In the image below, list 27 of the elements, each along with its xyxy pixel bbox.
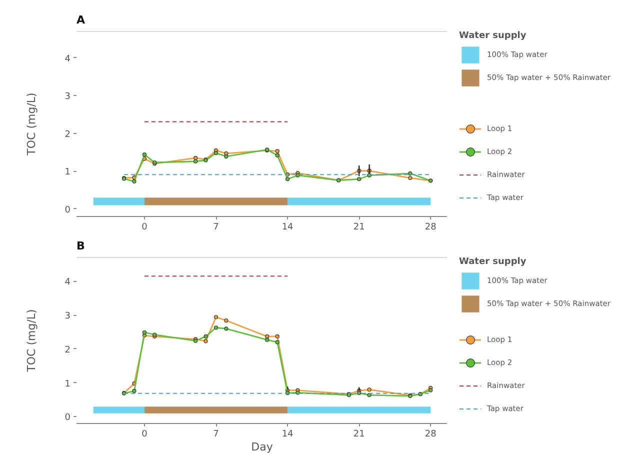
x-tick-label: 28	[424, 222, 437, 232]
legend-title: Water supply	[459, 257, 528, 267]
x-tick-label: 21	[353, 430, 365, 440]
chart-title: B	[76, 240, 85, 252]
y-tick-label: 3	[64, 312, 71, 322]
x-tick-label: 7	[213, 430, 219, 440]
x-tick-label: 0	[142, 430, 148, 440]
y-tick-label: 0	[64, 413, 71, 424]
x-tick-label: 28	[424, 430, 437, 440]
x-tick-label: 7	[213, 222, 219, 232]
x-tick-label: 21	[353, 222, 365, 232]
y-tick-label: 1	[64, 168, 71, 178]
x-tick-label: 14	[282, 222, 294, 232]
y-tick-label: 2	[64, 130, 71, 140]
y-tick-label: 3	[64, 92, 71, 102]
x-tick-label: 14	[282, 430, 294, 440]
y-tick-label: 0	[64, 205, 71, 216]
y-tick-label: 4	[64, 278, 71, 288]
y-tick-label: 2	[64, 345, 71, 356]
y-tick-label: 1	[64, 379, 71, 390]
y-axis-title: TOC (mg/L)	[24, 92, 38, 156]
y-axis-title: TOC (mg/L)	[24, 309, 38, 373]
y-tick-label: 4	[64, 54, 71, 64]
legend-title: Water supply	[459, 31, 528, 41]
x-axis-title: Day	[251, 440, 274, 454]
chart-title: A	[76, 14, 86, 26]
x-tick-label: 0	[142, 222, 148, 232]
